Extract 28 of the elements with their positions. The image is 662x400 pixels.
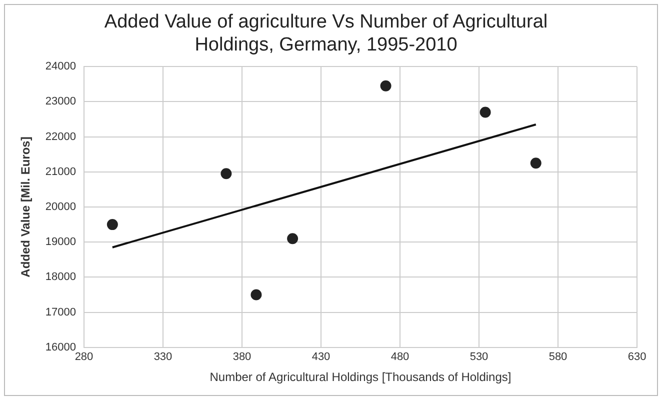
- y-tick-label: 21000: [45, 166, 76, 178]
- x-axis-title: Number of Agricultural Holdings [Thousands of Holdings]: [210, 370, 512, 384]
- point: [530, 158, 542, 169]
- y-tick-label: 18000: [45, 271, 76, 284]
- point: [480, 106, 491, 118]
- x-tick-label: 480: [390, 351, 410, 364]
- y-tick-label: 20000: [45, 201, 76, 214]
- y-tick-label: 22000: [45, 130, 76, 143]
- x-tick-label: 580: [548, 351, 568, 364]
- y-tick-label: 19000: [45, 236, 76, 248]
- text: Holdings, Germany, 1995-2010: [194, 34, 458, 56]
- y-tick-label: 17000: [45, 306, 76, 318]
- y-tick-label: 24000: [45, 60, 76, 73]
- x-tick-label: 630: [628, 351, 646, 364]
- point: [220, 168, 232, 180]
- point: [287, 233, 298, 244]
- y-tick-label: 23000: [45, 96, 76, 108]
- x-tick-label: 330: [154, 351, 172, 364]
- x-tick-label: 380: [232, 351, 252, 364]
- x-tick-label: 280: [74, 351, 94, 364]
- y-axis-title: Added Value [Mil. Euros]: [18, 136, 33, 278]
- point: [106, 219, 118, 230]
- y-tick-label: 16000: [45, 341, 76, 354]
- x-tick-label: 430: [312, 351, 330, 364]
- point: [250, 289, 262, 300]
- x-tick-label: 530: [470, 351, 488, 364]
- point: [380, 80, 392, 92]
- text: Added Value of agriculture Vs Number of Agricultural: [104, 12, 548, 33]
